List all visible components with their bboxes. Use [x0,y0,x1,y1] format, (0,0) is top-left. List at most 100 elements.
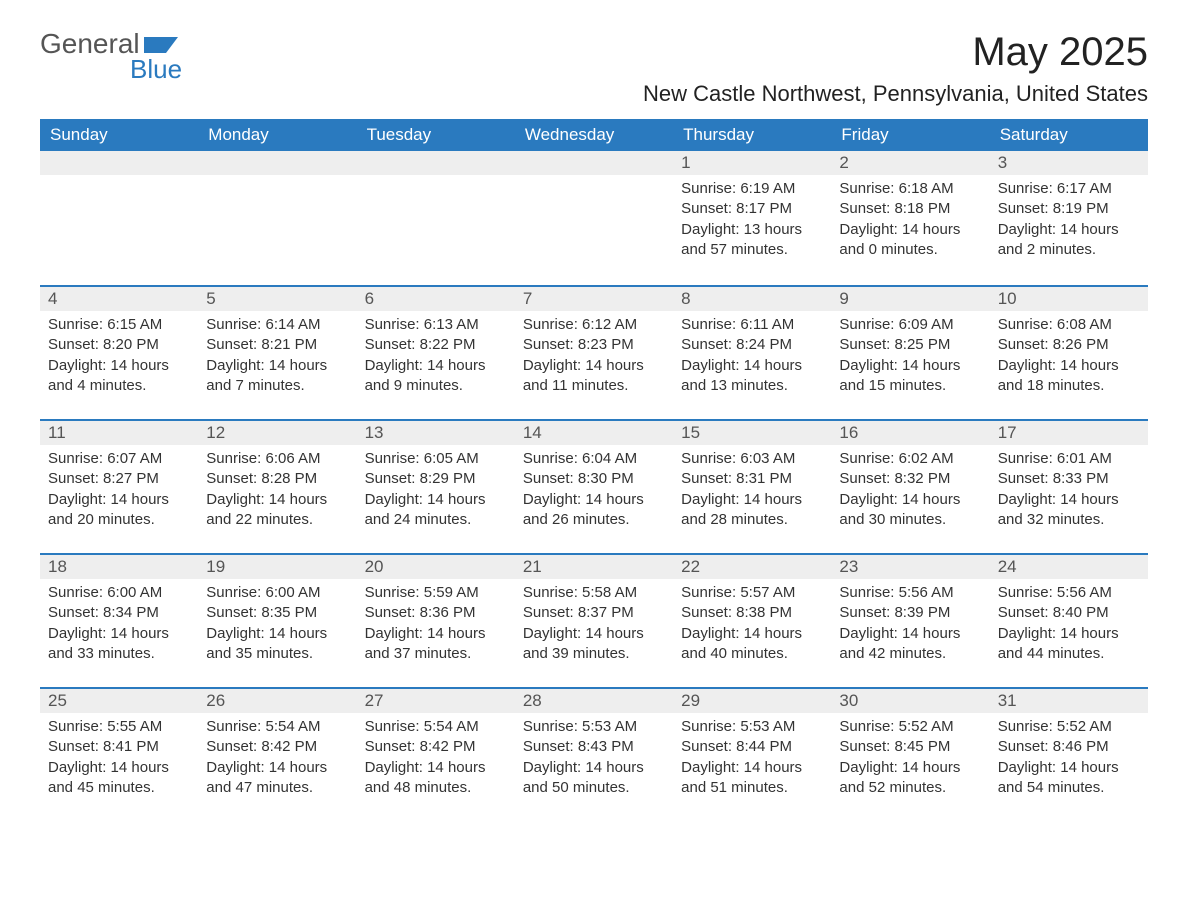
date-number: 13 [357,421,515,445]
logo: General Blue [40,30,182,82]
daylight-text: Daylight: 14 hours and 22 minutes. [206,490,348,531]
daylight-text: Daylight: 14 hours and 28 minutes. [681,490,823,531]
day-cell: 25Sunrise: 5:55 AMSunset: 8:41 PMDayligh… [40,689,198,821]
day-header: Tuesday [357,119,515,151]
sunrise-text: Sunrise: 5:55 AM [48,717,190,737]
day-cell: 24Sunrise: 5:56 AMSunset: 8:40 PMDayligh… [990,555,1148,687]
date-number: 6 [357,287,515,311]
date-number: 7 [515,287,673,311]
day-header: Monday [198,119,356,151]
week-row: 4Sunrise: 6:15 AMSunset: 8:20 PMDaylight… [40,285,1148,419]
day-body: Sunrise: 6:08 AMSunset: 8:26 PMDaylight:… [990,311,1148,400]
sunset-text: Sunset: 8:29 PM [365,469,507,489]
day-body: Sunrise: 5:53 AMSunset: 8:44 PMDaylight:… [673,713,831,802]
daylight-text: Daylight: 14 hours and 2 minutes. [998,220,1140,261]
day-cell: 3Sunrise: 6:17 AMSunset: 8:19 PMDaylight… [990,151,1148,285]
daylight-text: Daylight: 14 hours and 52 minutes. [839,758,981,799]
daylight-text: Daylight: 14 hours and 50 minutes. [523,758,665,799]
date-number: 12 [198,421,356,445]
week-row: 18Sunrise: 6:00 AMSunset: 8:34 PMDayligh… [40,553,1148,687]
sunrise-text: Sunrise: 5:56 AM [839,583,981,603]
sunrise-text: Sunrise: 6:04 AM [523,449,665,469]
day-body: Sunrise: 5:56 AMSunset: 8:39 PMDaylight:… [831,579,989,668]
header: General Blue May 2025 New Castle Northwe… [40,30,1148,107]
sunset-text: Sunset: 8:36 PM [365,603,507,623]
sunset-text: Sunset: 8:45 PM [839,737,981,757]
day-cell: 10Sunrise: 6:08 AMSunset: 8:26 PMDayligh… [990,287,1148,419]
daylight-text: Daylight: 14 hours and 11 minutes. [523,356,665,397]
sunrise-text: Sunrise: 5:56 AM [998,583,1140,603]
day-body: Sunrise: 6:15 AMSunset: 8:20 PMDaylight:… [40,311,198,400]
sunset-text: Sunset: 8:33 PM [998,469,1140,489]
date-number: 30 [831,689,989,713]
daylight-text: Daylight: 14 hours and 44 minutes. [998,624,1140,665]
daylight-text: Daylight: 14 hours and 51 minutes. [681,758,823,799]
sunrise-text: Sunrise: 6:07 AM [48,449,190,469]
date-number: 16 [831,421,989,445]
sunset-text: Sunset: 8:46 PM [998,737,1140,757]
daylight-text: Daylight: 14 hours and 48 minutes. [365,758,507,799]
sunset-text: Sunset: 8:21 PM [206,335,348,355]
sunset-text: Sunset: 8:17 PM [681,199,823,219]
sunset-text: Sunset: 8:27 PM [48,469,190,489]
month-title: May 2025 [643,30,1148,75]
date-number: 17 [990,421,1148,445]
daylight-text: Daylight: 14 hours and 37 minutes. [365,624,507,665]
day-cell: 17Sunrise: 6:01 AMSunset: 8:33 PMDayligh… [990,421,1148,553]
day-body: Sunrise: 6:02 AMSunset: 8:32 PMDaylight:… [831,445,989,534]
sunrise-text: Sunrise: 6:03 AM [681,449,823,469]
day-headers-row: SundayMondayTuesdayWednesdayThursdayFrid… [40,119,1148,151]
sunrise-text: Sunrise: 5:52 AM [998,717,1140,737]
date-number: 11 [40,421,198,445]
daylight-text: Daylight: 14 hours and 45 minutes. [48,758,190,799]
daylight-text: Daylight: 14 hours and 18 minutes. [998,356,1140,397]
sunset-text: Sunset: 8:18 PM [839,199,981,219]
sunrise-text: Sunrise: 6:15 AM [48,315,190,335]
date-number: 25 [40,689,198,713]
sunset-text: Sunset: 8:35 PM [206,603,348,623]
date-number: 1 [673,151,831,175]
day-cell: 26Sunrise: 5:54 AMSunset: 8:42 PMDayligh… [198,689,356,821]
sunrise-text: Sunrise: 6:11 AM [681,315,823,335]
day-cell: 14Sunrise: 6:04 AMSunset: 8:30 PMDayligh… [515,421,673,553]
day-cell: 15Sunrise: 6:03 AMSunset: 8:31 PMDayligh… [673,421,831,553]
daylight-text: Daylight: 14 hours and 42 minutes. [839,624,981,665]
day-cell: 9Sunrise: 6:09 AMSunset: 8:25 PMDaylight… [831,287,989,419]
location: New Castle Northwest, Pennsylvania, Unit… [643,81,1148,107]
date-number-empty [40,151,198,175]
sunrise-text: Sunrise: 5:54 AM [206,717,348,737]
title-block: May 2025 New Castle Northwest, Pennsylva… [643,30,1148,107]
sunrise-text: Sunrise: 5:53 AM [523,717,665,737]
day-cell: 29Sunrise: 5:53 AMSunset: 8:44 PMDayligh… [673,689,831,821]
day-cell [515,151,673,285]
sunrise-text: Sunrise: 6:00 AM [206,583,348,603]
day-cell: 16Sunrise: 6:02 AMSunset: 8:32 PMDayligh… [831,421,989,553]
sunset-text: Sunset: 8:23 PM [523,335,665,355]
sunset-text: Sunset: 8:40 PM [998,603,1140,623]
sunrise-text: Sunrise: 6:12 AM [523,315,665,335]
day-cell: 28Sunrise: 5:53 AMSunset: 8:43 PMDayligh… [515,689,673,821]
sunrise-text: Sunrise: 6:02 AM [839,449,981,469]
day-body: Sunrise: 5:53 AMSunset: 8:43 PMDaylight:… [515,713,673,802]
sunrise-text: Sunrise: 6:06 AM [206,449,348,469]
day-body: Sunrise: 5:57 AMSunset: 8:38 PMDaylight:… [673,579,831,668]
date-number: 3 [990,151,1148,175]
day-body: Sunrise: 5:58 AMSunset: 8:37 PMDaylight:… [515,579,673,668]
logo-word2: Blue [40,56,182,82]
date-number: 18 [40,555,198,579]
sunrise-text: Sunrise: 6:08 AM [998,315,1140,335]
sunset-text: Sunset: 8:26 PM [998,335,1140,355]
day-body: Sunrise: 6:00 AMSunset: 8:34 PMDaylight:… [40,579,198,668]
day-cell: 1Sunrise: 6:19 AMSunset: 8:17 PMDaylight… [673,151,831,285]
date-number-empty [357,151,515,175]
day-cell [198,151,356,285]
day-body: Sunrise: 5:52 AMSunset: 8:46 PMDaylight:… [990,713,1148,802]
date-number: 2 [831,151,989,175]
sunrise-text: Sunrise: 6:09 AM [839,315,981,335]
day-cell: 6Sunrise: 6:13 AMSunset: 8:22 PMDaylight… [357,287,515,419]
day-body: Sunrise: 5:55 AMSunset: 8:41 PMDaylight:… [40,713,198,802]
day-cell: 21Sunrise: 5:58 AMSunset: 8:37 PMDayligh… [515,555,673,687]
day-body: Sunrise: 5:52 AMSunset: 8:45 PMDaylight:… [831,713,989,802]
sunset-text: Sunset: 8:32 PM [839,469,981,489]
day-cell: 5Sunrise: 6:14 AMSunset: 8:21 PMDaylight… [198,287,356,419]
